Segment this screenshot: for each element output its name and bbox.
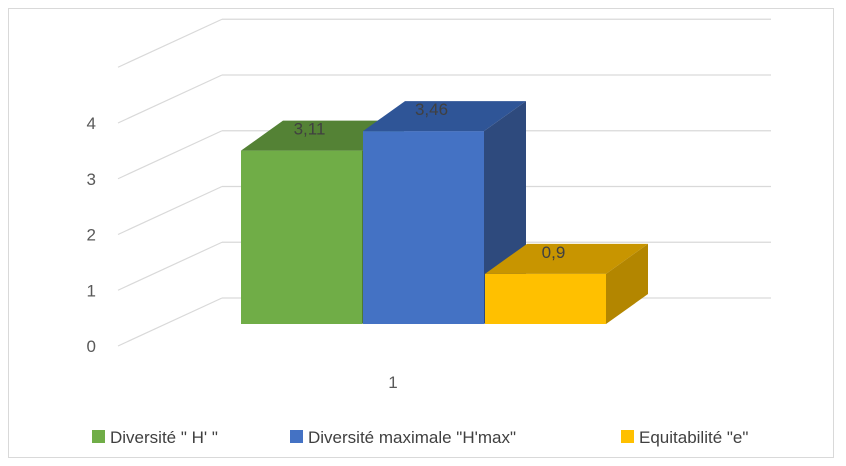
bar-front-1 xyxy=(363,131,484,324)
legend-label: Equitabilité "e" xyxy=(639,428,748,447)
side-wall-gridlines xyxy=(117,18,223,347)
bar-front-2 xyxy=(485,273,606,324)
x-tick-label: 1 xyxy=(388,373,397,392)
data-labels: 3,11 3,46 0,9 xyxy=(294,100,566,262)
y-tick-label: 0 xyxy=(87,337,96,356)
data-label: 3,46 xyxy=(415,100,448,119)
bar-top-1 xyxy=(363,101,526,132)
legend-swatch xyxy=(290,430,303,443)
side-gridline xyxy=(117,185,223,236)
side-gridline xyxy=(117,297,223,347)
x-axis-tick-labels: 1 xyxy=(388,373,397,392)
bars xyxy=(241,101,648,325)
bar-front-0 xyxy=(241,150,362,324)
y-tick-label: 2 xyxy=(87,226,96,245)
y-axis-tick-labels: 0 1 2 3 4 xyxy=(87,114,96,356)
legend-label: Diversité maximale "H'max" xyxy=(308,428,516,447)
legend-swatch xyxy=(92,430,105,443)
data-label: 3,11 xyxy=(294,120,326,139)
legend: Diversité " H' " Diversité maximale "H'ma… xyxy=(92,428,748,447)
bar-side-2 xyxy=(606,243,648,324)
side-gridline xyxy=(117,241,223,291)
side-gridline xyxy=(117,74,223,124)
bar-top-2 xyxy=(485,243,648,274)
side-gridline xyxy=(117,18,223,68)
y-tick-label: 1 xyxy=(87,281,96,300)
y-tick-label: 3 xyxy=(87,170,96,189)
y-tick-label: 4 xyxy=(87,114,96,133)
side-gridline xyxy=(117,130,223,180)
data-label: 0,9 xyxy=(542,243,566,262)
legend-swatch xyxy=(621,430,634,443)
legend-label: Diversité " H' " xyxy=(110,428,218,447)
